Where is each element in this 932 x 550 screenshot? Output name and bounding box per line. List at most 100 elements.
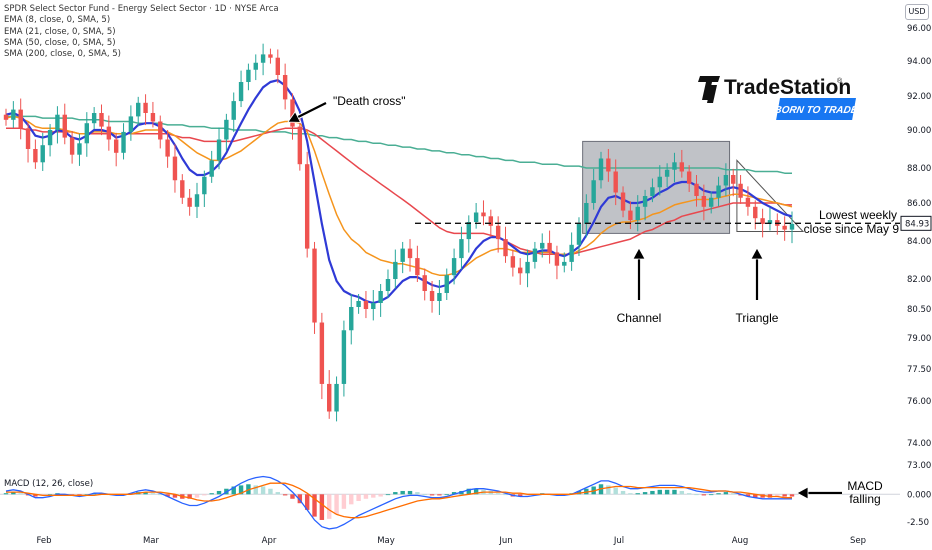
candle-body bbox=[69, 137, 75, 155]
y-tick-label: 79.00 bbox=[907, 334, 931, 344]
candle-body bbox=[106, 126, 112, 140]
y-tick-label: 82.00 bbox=[907, 275, 931, 285]
brand-trademark: ® bbox=[837, 77, 843, 85]
macd-bar bbox=[415, 492, 420, 495]
candle-body bbox=[716, 185, 721, 198]
y-tick-label: 76.00 bbox=[907, 397, 931, 407]
macd-bar bbox=[275, 492, 280, 495]
candle-body bbox=[40, 145, 45, 163]
candle-body bbox=[510, 256, 516, 268]
macd-bar bbox=[775, 494, 780, 497]
macd-bar bbox=[518, 494, 523, 497]
candle-body bbox=[113, 139, 119, 153]
macd-bar bbox=[664, 489, 670, 495]
candle-body bbox=[444, 275, 449, 293]
candle-body bbox=[304, 164, 310, 249]
candle-body bbox=[187, 197, 192, 207]
candle-body bbox=[657, 176, 662, 188]
macd-bar bbox=[143, 492, 148, 495]
channel-box bbox=[582, 140, 731, 234]
candle-body bbox=[760, 218, 765, 224]
candle-body bbox=[253, 62, 258, 70]
death-cross-arrow-shaft bbox=[297, 102, 327, 119]
macd-bar bbox=[158, 494, 163, 496]
macd-bar bbox=[319, 494, 325, 520]
candle-body bbox=[47, 130, 53, 146]
macd-bar bbox=[47, 494, 53, 496]
ema21-line bbox=[5, 115, 793, 276]
candle-body bbox=[584, 203, 589, 224]
legend-ema21: EMA (21, close, 0, SMA, 5) bbox=[4, 26, 116, 37]
macd-bar bbox=[495, 493, 501, 495]
macd-bar bbox=[194, 494, 200, 498]
last-price-label: 84.93 bbox=[905, 219, 929, 229]
candle-body bbox=[400, 248, 405, 262]
macd-line bbox=[5, 475, 792, 530]
macd-falling-arrow-head bbox=[796, 486, 809, 500]
candle-body bbox=[158, 121, 163, 140]
macd-bar bbox=[260, 486, 266, 495]
y-tick-label: 86.00 bbox=[907, 199, 931, 209]
candle-body bbox=[18, 109, 23, 129]
candle-body bbox=[694, 183, 699, 196]
candle-body bbox=[745, 197, 751, 207]
x-tick-label: Aug bbox=[732, 536, 749, 546]
macd-bar bbox=[716, 493, 721, 495]
macd-bar bbox=[341, 494, 347, 509]
macd-bar bbox=[356, 494, 361, 501]
candle-body bbox=[547, 242, 552, 253]
candle-body bbox=[723, 175, 729, 186]
x-tick-label: Mar bbox=[143, 536, 160, 546]
macd-bar bbox=[400, 490, 405, 495]
legend-sma50: SMA (50, close, 0, SMA, 5) bbox=[4, 37, 116, 48]
tradestation-logo: TradeStation ® BORN TO TRADE bbox=[698, 76, 859, 120]
triangle-pattern bbox=[736, 159, 805, 232]
candle-body bbox=[606, 158, 611, 172]
candle-body bbox=[782, 225, 787, 230]
lowest-weekly-label-2: close since May 9 bbox=[804, 222, 900, 236]
macd-bar bbox=[304, 494, 310, 510]
candle-body bbox=[613, 171, 618, 193]
macd-bar bbox=[708, 494, 714, 496]
candle-body bbox=[180, 180, 185, 198]
y-tick-label: 80.50 bbox=[907, 305, 931, 315]
x-tick-label: Sep bbox=[850, 536, 866, 546]
macd-bar bbox=[753, 494, 758, 498]
candle-body bbox=[55, 114, 60, 130]
candle-body bbox=[246, 69, 251, 82]
macd-bar bbox=[731, 493, 736, 495]
candle-body bbox=[260, 54, 266, 63]
candle-body bbox=[172, 156, 178, 181]
macd-bar bbox=[3, 493, 9, 495]
macd-bar bbox=[11, 492, 16, 495]
candle-body bbox=[91, 113, 97, 124]
y-tick-label: 73.00 bbox=[907, 461, 931, 471]
candle-body bbox=[672, 162, 677, 170]
triangle-arrow-head bbox=[750, 247, 764, 260]
macd-bar bbox=[635, 493, 640, 495]
brand-name: TradeStation bbox=[724, 76, 851, 99]
macd-bar bbox=[393, 492, 398, 495]
macd-bar bbox=[437, 494, 442, 496]
x-tick-label: Apr bbox=[262, 536, 277, 546]
candle-body bbox=[371, 303, 376, 309]
macd-legend: MACD (12, 26, close) bbox=[4, 479, 93, 489]
macd-bar bbox=[33, 494, 38, 497]
sma50-line bbox=[6, 127, 792, 256]
candle-body bbox=[576, 223, 582, 245]
candle-body bbox=[165, 139, 170, 157]
macd-bar bbox=[297, 494, 303, 504]
triangle-label: Triangle bbox=[736, 311, 779, 325]
macd-bar bbox=[209, 493, 214, 495]
candle-body bbox=[503, 239, 508, 257]
channel-label: Channel bbox=[617, 311, 662, 325]
candle-body bbox=[731, 175, 736, 184]
y-tick-label: 90.00 bbox=[907, 126, 931, 136]
macd-bar bbox=[187, 494, 192, 499]
macd-bar bbox=[202, 494, 207, 496]
death-cross-arrow-head bbox=[287, 110, 302, 123]
macd-falling-label: MACD bbox=[847, 479, 883, 493]
currency-button[interactable]: USD bbox=[905, 4, 929, 20]
last-price-tag bbox=[900, 215, 932, 231]
